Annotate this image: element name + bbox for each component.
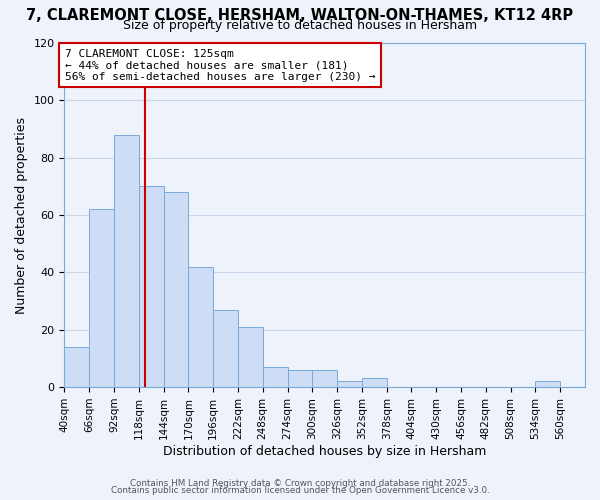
Bar <box>213 310 238 387</box>
Text: Size of property relative to detached houses in Hersham: Size of property relative to detached ho… <box>123 19 477 32</box>
Bar <box>89 210 114 387</box>
Bar <box>139 186 164 387</box>
Text: 7, CLAREMONT CLOSE, HERSHAM, WALTON-ON-THAMES, KT12 4RP: 7, CLAREMONT CLOSE, HERSHAM, WALTON-ON-T… <box>26 8 574 22</box>
Bar <box>313 370 337 387</box>
Bar <box>362 378 386 387</box>
Bar <box>114 135 139 387</box>
Text: Contains public sector information licensed under the Open Government Licence v3: Contains public sector information licen… <box>110 486 490 495</box>
Bar <box>64 347 89 387</box>
Bar <box>164 192 188 387</box>
Bar <box>337 382 362 387</box>
Bar <box>535 382 560 387</box>
Y-axis label: Number of detached properties: Number of detached properties <box>15 116 28 314</box>
X-axis label: Distribution of detached houses by size in Hersham: Distribution of detached houses by size … <box>163 444 487 458</box>
Text: 7 CLAREMONT CLOSE: 125sqm
← 44% of detached houses are smaller (181)
56% of semi: 7 CLAREMONT CLOSE: 125sqm ← 44% of detac… <box>65 48 376 82</box>
Bar <box>188 266 213 387</box>
Bar <box>238 327 263 387</box>
Bar <box>287 370 313 387</box>
Text: Contains HM Land Registry data © Crown copyright and database right 2025.: Contains HM Land Registry data © Crown c… <box>130 478 470 488</box>
Bar <box>263 367 287 387</box>
